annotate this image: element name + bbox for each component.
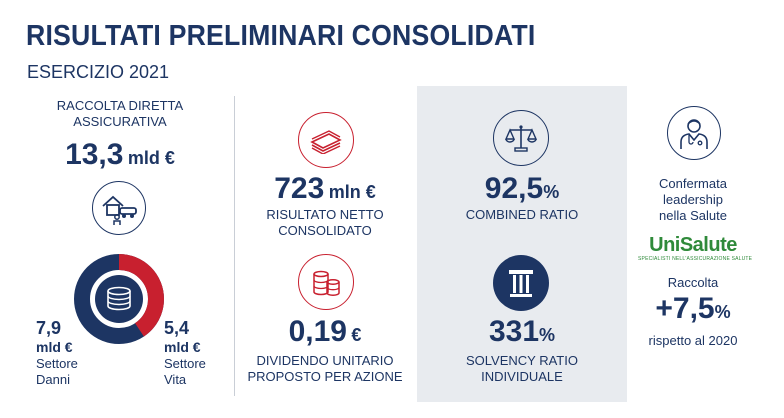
unisalute-logo: UniSalute SPECIALISTI NELL'ASSICURAZIONE… — [638, 234, 753, 263]
dividendo-label-1: DIVIDENDO UNITARIO — [256, 353, 394, 368]
combined-label: COMBINED RATIO — [465, 207, 579, 222]
vita-unit: mld € — [164, 339, 201, 355]
divider — [234, 96, 235, 396]
salute-label-3: nella Salute — [659, 208, 727, 223]
raccolta-donut-chart — [73, 253, 165, 345]
salute-label: Confermata leadership nella Salute — [638, 176, 748, 224]
coin-stack-icon — [298, 254, 354, 310]
vita-label-2: Vita — [164, 372, 187, 387]
raccolta-value-group: 13,3 mld € — [40, 138, 200, 172]
salute-growth-group: +7,5% — [638, 292, 748, 326]
unisalute-logo-tagline: SPECIALISTI NELL'ASSICURAZIONE SALUTE — [638, 256, 753, 262]
solvency-value: 331 — [488, 315, 540, 348]
column-icon — [493, 255, 549, 311]
danni-unit: mld € — [36, 339, 73, 355]
salute-growth-note: rispetto al 2020 — [648, 333, 738, 348]
salute-growth-value: +7,5 — [655, 292, 715, 325]
dividendo-unit: € — [351, 325, 362, 345]
dividendo-value: 0,19 — [288, 315, 347, 348]
risultato-label-2: CONSOLIDATO — [278, 223, 372, 238]
solvency-unit: % — [539, 325, 556, 345]
salute-label-2: leadership — [663, 192, 723, 207]
raccolta-value: 13,3 — [65, 138, 124, 171]
solvency-label-2: INDIVIDUALE — [481, 369, 563, 384]
risultato-label: RISULTATO NETTO CONSOLIDATO — [245, 207, 405, 239]
danni-group: 7,9 mld € Settore Danni — [36, 318, 78, 388]
house-car-person-icon — [92, 181, 146, 235]
unisalute-logo-text: UniSalute — [649, 234, 737, 256]
raccolta-label-text: RACCOLTA DIRETTA ASSICURATIVA — [56, 98, 184, 129]
doctor-icon — [667, 106, 721, 160]
danni-label-2: Danni — [36, 372, 70, 387]
scales-icon — [493, 110, 549, 166]
risultato-value-group: 723 mln € — [245, 172, 405, 206]
coins-database-icon — [107, 286, 131, 311]
vita-value: 5,4 — [164, 318, 190, 338]
vita-label-1: Settore — [164, 356, 206, 371]
combined-value-group: 92,5% — [437, 172, 607, 206]
donut-vita-segment — [74, 254, 164, 344]
danni-label-1: Settore — [36, 356, 78, 371]
raccolta-unit: mld € — [127, 148, 175, 168]
dividendo-value-group: 0,19 € — [245, 315, 405, 349]
risultato-label-1: RISULTATO NETTO — [266, 207, 384, 222]
salute-raccolta-label: Raccolta — [667, 275, 719, 290]
page-subtitle: ESERCIZIO 2021 — [27, 62, 170, 82]
danni-value: 7,9 — [36, 318, 62, 338]
solvency-label-1: SOLVENCY RATIO — [466, 353, 578, 368]
page-title: RISULTATI PRELIMINARI CONSOLIDATI — [26, 20, 536, 52]
money-stack-icon — [298, 112, 354, 168]
risultato-unit: mln € — [328, 182, 376, 202]
raccolta-label: RACCOLTA DIRETTA ASSICURATIVA — [40, 98, 200, 130]
dividendo-label: DIVIDENDO UNITARIO PROPOSTO PER AZIONE — [240, 353, 410, 385]
combined-value: 92,5 — [484, 172, 544, 205]
vita-group: 5,4 mld € Settore Vita — [164, 318, 206, 388]
solvency-value-group: 331% — [437, 315, 607, 349]
dividendo-label-2: PROPOSTO PER AZIONE — [247, 369, 403, 384]
solvency-label: SOLVENCY RATIO INDIVIDUALE — [437, 353, 607, 385]
salute-label-1: Confermata — [659, 176, 727, 191]
risultato-value: 723 — [274, 172, 325, 205]
combined-unit: % — [543, 182, 560, 202]
salute-growth-unit: % — [714, 302, 731, 322]
